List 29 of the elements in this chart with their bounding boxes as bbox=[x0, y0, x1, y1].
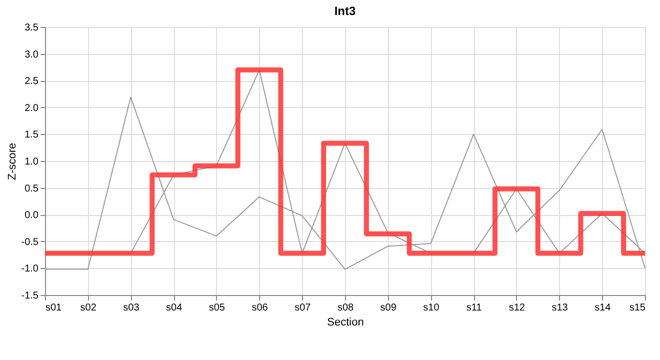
y-tick-label: 0.0 bbox=[24, 210, 39, 222]
x-axis-title: Section bbox=[327, 316, 364, 328]
x-tick-label: s14 bbox=[594, 302, 612, 314]
y-axis-title: Z-score bbox=[6, 142, 18, 180]
y-tick-label: 1.5 bbox=[24, 130, 39, 141]
x-tick-label: s12 bbox=[508, 302, 526, 314]
x-tick-label: s01 bbox=[46, 302, 62, 314]
x-tick-label: s11 bbox=[466, 302, 482, 314]
chart-title: Int3 bbox=[334, 4, 356, 18]
x-tick-label: s15 bbox=[629, 302, 646, 314]
y-tick-label: -1.0 bbox=[21, 264, 39, 275]
y-tick-label: 2.5 bbox=[24, 76, 39, 88]
x-tick-label: s09 bbox=[380, 302, 397, 314]
x-tick-label: s02 bbox=[80, 302, 97, 314]
y-tick-label: 2.0 bbox=[24, 102, 39, 114]
y-tick-label: 3.0 bbox=[24, 49, 39, 60]
x-tick-label: s04 bbox=[166, 302, 183, 314]
y-tick-label: 3.5 bbox=[24, 22, 39, 34]
x-tick-label: s13 bbox=[552, 302, 568, 314]
y-tick-label: -0.5 bbox=[21, 236, 39, 248]
x-tick-label: s06 bbox=[252, 302, 268, 314]
y-tick-label: -1.5 bbox=[21, 290, 39, 302]
x-tick-label: s07 bbox=[294, 302, 312, 314]
x-tick-label: s08 bbox=[337, 302, 354, 314]
x-tick-label: s05 bbox=[208, 302, 226, 314]
x-tick-label: s03 bbox=[123, 302, 140, 314]
y-tick-label: 1.0 bbox=[24, 156, 39, 168]
x-tick-label: s10 bbox=[423, 302, 440, 314]
y-tick-label: 0.5 bbox=[24, 183, 39, 194]
